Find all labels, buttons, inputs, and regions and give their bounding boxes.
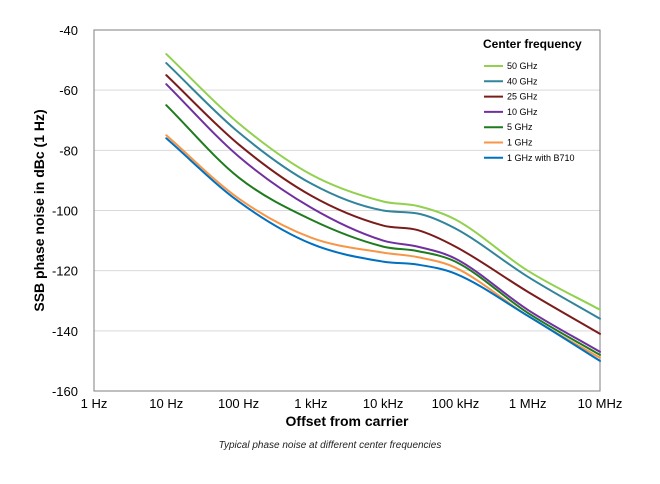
y-tick-label: -80	[59, 143, 78, 158]
legend: Center frequency 50 GHz 40 GHz 25 GHz 10 GH…	[483, 37, 582, 163]
y-axis-ticks: -40 -60 -80 -100 -120 -140 -160	[52, 23, 78, 399]
x-tick-label: 10 MHz	[578, 396, 623, 411]
legend-label-1-ghz-with-b710: 1 GHz with B710	[507, 153, 575, 163]
series-line-5-ghz	[165, 104, 601, 356]
y-tick-label: -100	[52, 204, 78, 219]
legend-label-25-ghz: 25 GHz	[507, 92, 538, 102]
x-axis-title: Offset from carrier	[286, 413, 409, 429]
x-tick-label: 1 MHz	[509, 396, 547, 411]
legend-label-5-ghz: 5 GHz	[507, 122, 533, 132]
y-tick-label: -60	[59, 83, 78, 98]
legend-label-40-ghz: 40 GHz	[507, 76, 538, 86]
series-line-50-ghz	[165, 53, 601, 311]
series-lines	[165, 53, 601, 362]
legend-label-50-ghz: 50 GHz	[507, 61, 538, 71]
plot-area-frame	[93, 29, 601, 392]
series-line-1-ghz-with-b710	[165, 137, 601, 362]
x-tick-label: 100 kHz	[432, 396, 480, 411]
x-tick-label: 10 kHz	[363, 396, 403, 411]
y-tick-label: -40	[59, 23, 78, 38]
y-tick-label: -140	[52, 324, 78, 339]
figure-caption: Typical phase noise at different center …	[218, 440, 442, 451]
legend-title: Center frequency	[483, 37, 582, 51]
legend-label-10-ghz: 10 GHz	[507, 107, 538, 117]
series-line-40-ghz	[165, 62, 601, 320]
legend-label-1-ghz: 1 GHz	[507, 138, 533, 148]
series-line-10-ghz	[165, 83, 601, 353]
x-tick-label: 1 Hz	[81, 396, 108, 411]
y-axis-title: SSB phase noise in dBc (1 Hz)	[31, 109, 47, 311]
x-tick-label: 10 Hz	[149, 396, 183, 411]
y-tick-label: -160	[52, 384, 78, 399]
x-tick-label: 1 kHz	[294, 396, 327, 411]
series-line-25-ghz	[165, 74, 601, 335]
x-tick-label: 100 Hz	[218, 396, 259, 411]
x-axis-ticks: 1 Hz 10 Hz 100 Hz 1 kHz 10 kHz 100 kHz 1 MHz 10…	[81, 396, 623, 411]
y-tick-label: -120	[52, 264, 78, 279]
